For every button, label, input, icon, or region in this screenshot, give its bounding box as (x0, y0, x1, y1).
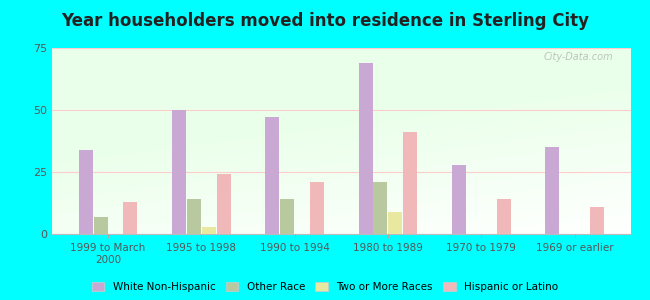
Bar (187, 199, 201, 234)
Text: City-Data.com: City-Data.com (543, 52, 613, 62)
Bar (265, 117, 280, 234)
Bar (403, 132, 417, 234)
Bar (216, 175, 231, 234)
Bar (359, 63, 372, 234)
Bar (94, 217, 107, 234)
Text: Year householders moved into residence in Sterling City: Year householders moved into residence i… (61, 12, 589, 30)
Bar (545, 147, 559, 234)
Bar (374, 182, 387, 234)
Bar (202, 226, 216, 234)
Bar (280, 199, 294, 234)
Bar (452, 165, 466, 234)
Legend: White Non-Hispanic, Other Race, Two or More Races, Hispanic or Latino: White Non-Hispanic, Other Race, Two or M… (92, 282, 558, 292)
Bar (79, 150, 92, 234)
Bar (172, 110, 186, 234)
Bar (310, 182, 324, 234)
Bar (124, 202, 137, 234)
Bar (590, 207, 604, 234)
Bar (388, 212, 402, 234)
Bar (497, 199, 511, 234)
